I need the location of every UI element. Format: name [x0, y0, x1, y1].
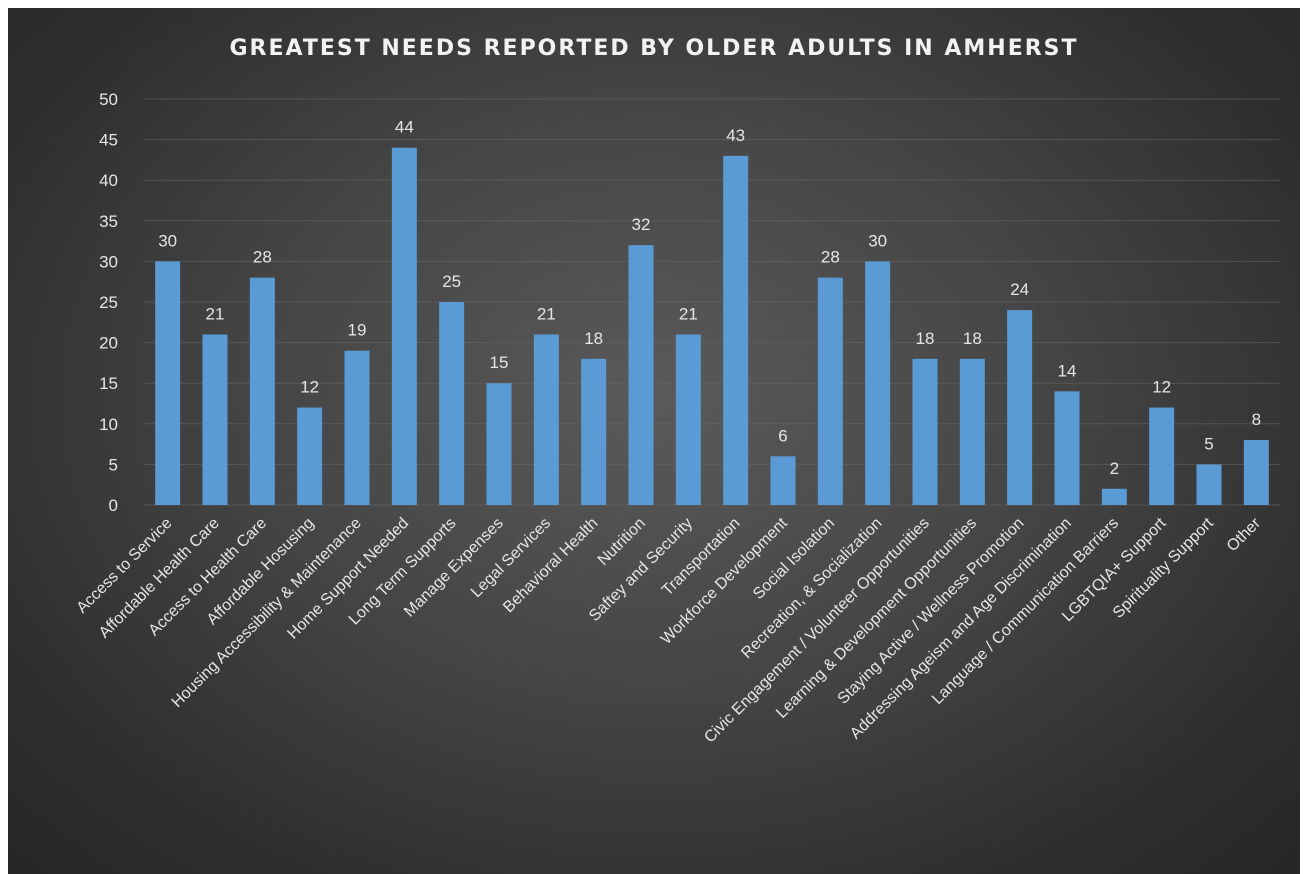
bar	[391, 147, 417, 505]
data-label: 2	[1110, 459, 1119, 478]
bar	[1149, 407, 1175, 505]
bar	[202, 334, 228, 505]
data-label: 12	[300, 378, 319, 397]
data-label: 18	[584, 329, 603, 348]
bar	[249, 277, 275, 505]
bars	[155, 147, 1269, 505]
category-label: Other	[1224, 514, 1265, 555]
grid-layer	[144, 98, 1280, 506]
data-label: 21	[537, 304, 556, 323]
data-label: 30	[158, 231, 177, 250]
y-tick-label: 30	[99, 252, 118, 271]
category-label: Social Isolation	[750, 515, 838, 603]
y-tick-label: 5	[109, 455, 118, 474]
data-label: 19	[348, 321, 367, 340]
bar	[1101, 488, 1127, 505]
data-label: 43	[726, 126, 745, 145]
y-tick-label: 20	[99, 334, 118, 353]
data-label: 12	[1152, 378, 1171, 397]
bar	[439, 302, 465, 505]
y-tick-label: 45	[99, 131, 118, 150]
data-label: 8	[1252, 410, 1261, 429]
bar	[817, 277, 843, 505]
chart-title: GREATEST NEEDS REPORTED BY OLDER ADULTS …	[229, 36, 1079, 61]
bar	[1243, 440, 1269, 505]
bar	[770, 456, 796, 505]
data-label: 32	[632, 215, 651, 234]
data-label: 25	[442, 272, 461, 291]
data-label: 30	[868, 231, 887, 250]
data-label: 44	[395, 118, 414, 137]
bar	[344, 350, 370, 505]
bar	[486, 383, 512, 505]
data-label: 28	[821, 248, 840, 267]
y-tick-label: 50	[99, 90, 118, 109]
y-tick-label: 25	[99, 293, 118, 312]
category-label: Addressing Ageism and Age Discrimination	[847, 515, 1075, 743]
bar	[959, 358, 985, 505]
data-label: 28	[253, 248, 272, 267]
y-axis: 0 5 10 15 20 25 30 35 40 45 50	[99, 90, 118, 515]
data-label: 15	[490, 353, 509, 372]
data-label: 6	[778, 426, 787, 445]
y-tick-label: 35	[99, 212, 118, 231]
bar	[675, 334, 701, 505]
category-label: Civic Engagement / Volunteer Opportuniti…	[701, 515, 933, 747]
chart-frame: GREATEST NEEDS REPORTED BY OLDER ADULTS …	[8, 8, 1300, 874]
bar	[533, 334, 559, 505]
y-tick-label: 0	[109, 496, 118, 515]
bar	[865, 261, 891, 505]
y-tick-label: 15	[99, 374, 118, 393]
data-label: 5	[1204, 434, 1213, 453]
bar	[1054, 391, 1080, 505]
data-label: 21	[206, 304, 225, 323]
bar	[155, 261, 181, 505]
data-label: 18	[916, 329, 935, 348]
data-label: 24	[1010, 280, 1029, 299]
data-label: 18	[963, 329, 982, 348]
bar	[297, 407, 323, 505]
bar	[628, 245, 654, 505]
y-tick-label: 10	[99, 415, 118, 434]
bar	[723, 155, 749, 505]
y-tick-label: 40	[99, 171, 118, 190]
bar	[912, 358, 938, 505]
bar	[581, 358, 607, 505]
data-label: 14	[1058, 361, 1077, 380]
bar	[1007, 310, 1033, 505]
bar	[1196, 464, 1222, 505]
data-label: 21	[679, 304, 698, 323]
